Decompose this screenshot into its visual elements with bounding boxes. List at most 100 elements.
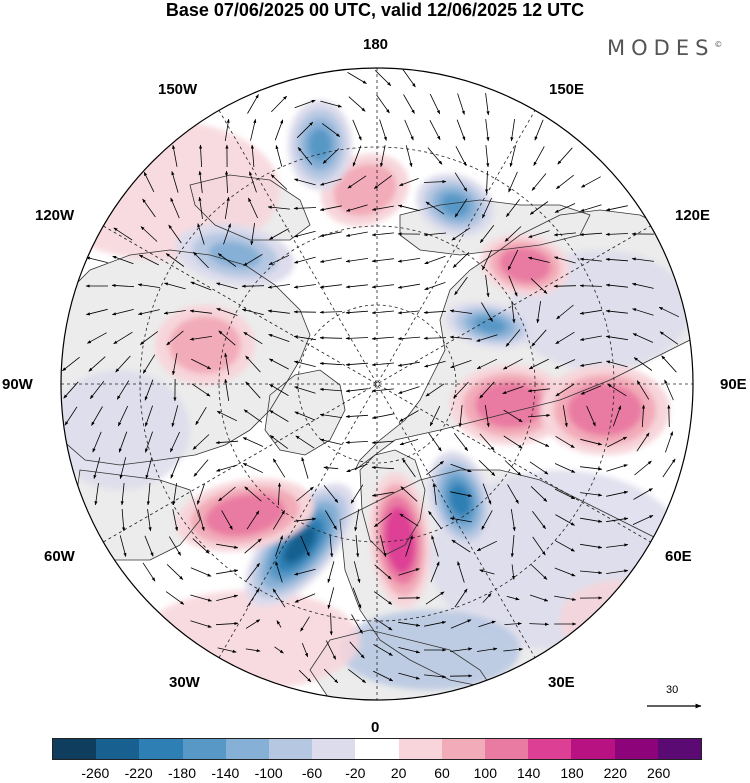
wind-arrow — [457, 93, 465, 115]
wind-arrow — [373, 591, 393, 605]
wind-arrow — [579, 232, 603, 237]
colorbar-segment — [139, 739, 183, 759]
wind-arrow — [347, 72, 367, 84]
wind-arrow — [165, 591, 185, 605]
wind-arrow — [374, 564, 392, 580]
wind-arrow — [224, 352, 230, 375]
wind-arrow — [428, 432, 442, 452]
wind-arrow — [373, 512, 392, 528]
wind-arrow — [557, 147, 573, 165]
colorbar-tick-label: 100 — [473, 765, 498, 781]
wind-arrow — [216, 282, 238, 290]
wind-arrow — [554, 488, 576, 500]
wind-arrow — [269, 410, 289, 422]
wind-arrow — [528, 437, 550, 447]
colorbar-tick-label: -180 — [167, 765, 197, 781]
wind-arrow — [605, 309, 628, 314]
wind-arrow — [606, 543, 629, 548]
wind-arrow — [510, 534, 515, 558]
anomaly-center-siberia-ridge-east — [540, 365, 670, 455]
wind-arrow — [456, 119, 466, 141]
wind-arrow — [530, 564, 548, 580]
colorbar — [52, 738, 702, 760]
wind-arrow — [91, 406, 103, 426]
wind-arrow — [426, 460, 444, 476]
wind-arrow — [113, 331, 133, 345]
wind-arrow — [269, 384, 289, 396]
wind-arrow — [507, 484, 519, 504]
wind-arrow — [245, 355, 261, 373]
wind-arrow — [269, 435, 289, 449]
wind-arrow — [224, 170, 229, 194]
wind-arrow — [399, 410, 419, 422]
wind-arrow — [353, 561, 361, 584]
wind-arrow — [586, 405, 596, 427]
wind-arrow — [347, 175, 367, 189]
anomaly-center-aleutian-trough — [288, 100, 352, 190]
wind-arrow — [115, 355, 131, 373]
wind-arrow — [245, 648, 261, 653]
wind-arrow — [190, 281, 212, 291]
wind-arrow — [218, 486, 236, 502]
anomaly-center-labrador-ridge — [175, 478, 315, 552]
wind-arrow — [373, 670, 394, 682]
wind-arrow — [352, 145, 362, 167]
wind-arrow — [268, 334, 290, 342]
wind-arrow — [371, 232, 394, 237]
wind-arrow — [485, 93, 490, 116]
wind-arrow — [667, 404, 671, 428]
wind-arrow — [345, 362, 369, 367]
colorbar-segment — [53, 739, 97, 759]
wind-arrow — [453, 381, 469, 399]
wind-arrow — [371, 491, 394, 497]
wind-arrow — [139, 331, 159, 345]
wind-arrow — [371, 258, 394, 263]
coastline — [354, 209, 693, 471]
wind-arrow — [113, 227, 133, 241]
wind-arrow — [85, 308, 108, 316]
wind-arrow — [479, 225, 495, 244]
wind-arrow — [450, 619, 472, 629]
wind-arrow — [168, 536, 182, 556]
wind-arrow — [485, 170, 489, 194]
wind-arrow — [371, 413, 394, 420]
wind-arrow — [631, 257, 654, 262]
wind-arrow — [62, 356, 80, 372]
wind-arrow — [272, 510, 286, 530]
wind-arrow — [323, 466, 339, 470]
wind-arrow — [117, 405, 129, 427]
wind-arrow — [197, 223, 205, 245]
wind-arrow — [606, 464, 628, 472]
wind-arrow — [346, 463, 368, 473]
wind-arrow — [171, 405, 179, 428]
wind-arrow — [631, 282, 654, 289]
colorbar-tick-label: -60 — [301, 765, 323, 781]
wind-arrow — [451, 539, 471, 553]
wind-arrow — [121, 508, 126, 532]
wind-arrow — [195, 406, 207, 426]
wind-arrow — [423, 336, 447, 340]
wind-arrow — [580, 385, 602, 395]
wind-arrow — [580, 543, 603, 549]
wind-arrow — [485, 275, 490, 298]
wind-arrow — [275, 561, 283, 583]
wind-arrow — [216, 308, 238, 316]
anomaly-center-east-siberia-trough — [445, 301, 535, 349]
wind-arrow — [300, 535, 310, 557]
wind-arrow — [352, 119, 362, 141]
wind-arrow — [529, 594, 549, 602]
wind-arrow — [527, 256, 550, 263]
wind-arrow — [605, 205, 628, 212]
longitude-label-120w: 120W — [35, 207, 75, 224]
wind-arrow — [380, 145, 386, 168]
longitude-label-120e: 120E — [675, 207, 711, 224]
wind-arrow — [172, 483, 177, 506]
wind-arrow — [555, 383, 575, 397]
wind-arrow — [507, 249, 519, 271]
wind-arrow — [451, 227, 471, 241]
wind-arrow — [503, 409, 523, 423]
land-mass — [265, 370, 345, 455]
wind-arrow — [321, 123, 341, 137]
wind-arrow — [294, 517, 317, 522]
wind-arrow — [450, 491, 473, 498]
